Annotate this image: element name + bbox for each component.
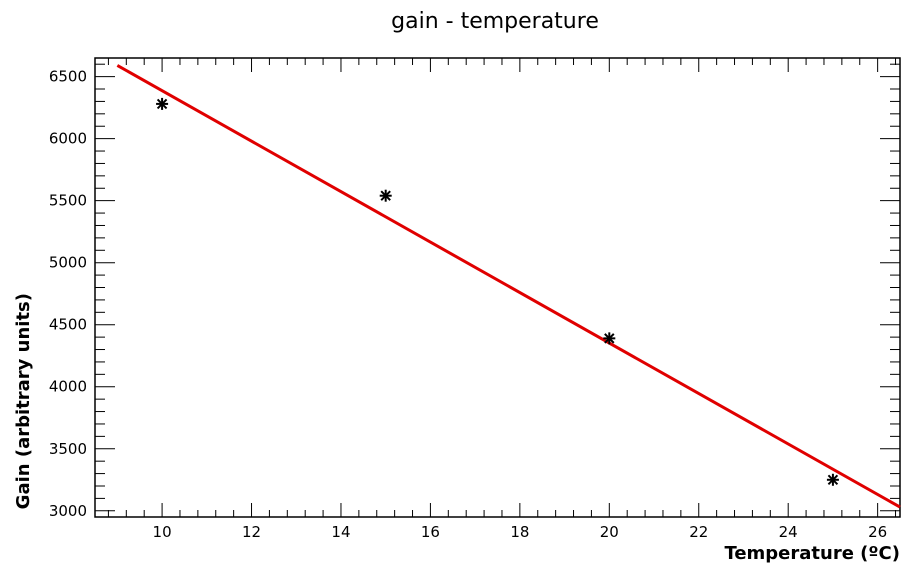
y-tick-label: 4500 bbox=[49, 316, 87, 334]
y-tick-label: 5500 bbox=[49, 192, 87, 210]
x-tick-label: 26 bbox=[868, 523, 887, 541]
points-layer bbox=[156, 97, 839, 486]
y-axis-label: Gain (arbitrary units) bbox=[13, 293, 34, 509]
ticks bbox=[95, 58, 900, 517]
x-tick-label: 18 bbox=[510, 523, 529, 541]
x-axis-label: Temperature (ºC) bbox=[724, 543, 900, 564]
y-tick-label: 6500 bbox=[49, 68, 87, 86]
data-point bbox=[603, 332, 616, 345]
y-tick-label: 5000 bbox=[49, 254, 87, 272]
x-tick-label: 12 bbox=[242, 523, 261, 541]
data-point bbox=[379, 189, 392, 202]
plot-frame bbox=[94, 57, 901, 518]
x-tick-label: 10 bbox=[153, 523, 172, 541]
chart-title: gain - temperature bbox=[391, 9, 599, 34]
data-point bbox=[156, 97, 169, 110]
fit-line bbox=[116, 64, 901, 509]
data-point bbox=[826, 473, 839, 486]
x-tick-label: 24 bbox=[779, 523, 798, 541]
y-tick-label: 3500 bbox=[49, 440, 87, 458]
x-tick-label: 16 bbox=[421, 523, 440, 541]
x-tick-label: 20 bbox=[600, 523, 619, 541]
x-tick-label: 14 bbox=[331, 523, 350, 541]
y-tick-label: 6000 bbox=[49, 130, 87, 148]
fit-line-layer bbox=[116, 64, 901, 509]
x-tick-label: 22 bbox=[689, 523, 708, 541]
y-tick-label: 4000 bbox=[49, 378, 87, 396]
tick-labels: 10 12 14 16 18 20 22 24 26 3000 3500 4000 4500 5000 55… bbox=[49, 68, 887, 541]
y-tick-label: 3000 bbox=[49, 502, 87, 520]
